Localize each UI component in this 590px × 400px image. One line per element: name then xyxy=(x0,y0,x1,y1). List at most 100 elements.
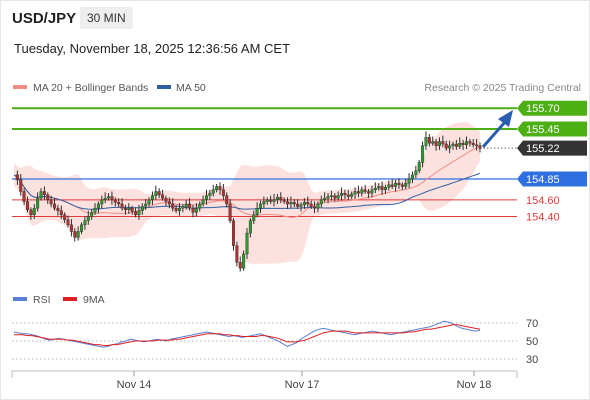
candle xyxy=(83,216,87,230)
x-tick-label: Nov 18 xyxy=(457,379,492,391)
candle xyxy=(177,203,181,216)
candle xyxy=(36,192,40,212)
candle xyxy=(107,193,111,201)
candle-body-down xyxy=(188,203,192,209)
candle-body-down xyxy=(286,201,290,205)
candle-body-up xyxy=(90,212,94,217)
candle-body-up xyxy=(154,191,158,196)
candle xyxy=(15,170,19,185)
candle-body-up xyxy=(103,197,107,201)
chart-header: USD/JPY 30 MIN xyxy=(1,1,589,35)
candle-body-up xyxy=(431,141,435,144)
candle-body-up xyxy=(76,231,80,238)
candle xyxy=(336,191,340,201)
level-tag-text: 154.60 xyxy=(526,195,560,207)
candle-body-down xyxy=(461,142,465,146)
candle-body-down xyxy=(167,201,171,205)
candle-body-up xyxy=(80,224,84,232)
candle xyxy=(161,189,165,201)
candle xyxy=(39,188,43,201)
candle-body-down xyxy=(110,196,114,201)
candle xyxy=(441,135,445,148)
candle xyxy=(329,190,333,201)
candle-body-down xyxy=(19,179,23,192)
candle-body-down xyxy=(475,144,479,147)
candle xyxy=(66,215,70,228)
candle xyxy=(417,159,421,174)
candle xyxy=(255,202,259,218)
candle xyxy=(323,192,327,203)
candle xyxy=(201,195,205,207)
candle xyxy=(113,197,117,207)
candle-body-up xyxy=(323,197,327,201)
candle-body-up xyxy=(215,186,219,191)
candle xyxy=(373,182,377,194)
candle-body-up xyxy=(137,210,141,216)
candle xyxy=(286,197,290,209)
candle xyxy=(434,139,438,151)
candle-body-up xyxy=(39,191,43,199)
candle xyxy=(343,189,347,199)
candle xyxy=(218,182,222,195)
legend-ma50: MA 50 xyxy=(176,82,206,94)
candle-body-up xyxy=(353,191,357,195)
candle-body-down xyxy=(279,197,283,201)
candle-body-down xyxy=(164,197,168,202)
candle-body-down xyxy=(15,174,19,181)
candle-body-up xyxy=(404,182,408,187)
candle xyxy=(248,218,252,238)
level-tag: 155.45 xyxy=(517,121,587,137)
candle-body-down xyxy=(120,203,124,209)
candle-body-up xyxy=(181,206,185,209)
candle-body-down xyxy=(113,199,117,203)
candle xyxy=(390,179,394,189)
candle-body-down xyxy=(390,184,394,187)
candle xyxy=(73,228,77,242)
candle xyxy=(93,203,97,215)
candle xyxy=(400,182,404,190)
level-tag-text: 154.40 xyxy=(526,211,560,223)
candle xyxy=(265,197,269,205)
candle xyxy=(144,198,148,210)
candle xyxy=(120,198,124,211)
candle-body-down xyxy=(296,203,300,207)
candle xyxy=(424,131,428,150)
level-tag-box xyxy=(517,100,587,116)
candle xyxy=(464,136,468,150)
candle xyxy=(130,205,134,215)
candle-body-up xyxy=(262,201,266,205)
candle xyxy=(346,189,350,200)
candle xyxy=(370,185,374,198)
candle xyxy=(367,188,371,199)
candle-body-down xyxy=(441,141,445,145)
rsi-9ma-line xyxy=(14,324,481,346)
candle xyxy=(100,195,104,209)
candle-body-up xyxy=(100,199,104,205)
candle xyxy=(475,139,479,151)
candle xyxy=(383,184,387,194)
candle xyxy=(292,198,296,208)
candle-body-down xyxy=(313,206,317,209)
candle-body-down xyxy=(434,141,438,146)
candle-body-down xyxy=(356,191,360,194)
timeframe-button[interactable]: 30 MIN xyxy=(80,7,133,29)
candle-body-down xyxy=(63,214,67,221)
candle xyxy=(184,199,188,210)
candle xyxy=(137,204,141,220)
candle-body-down xyxy=(468,141,472,144)
candle-body-down xyxy=(454,143,458,147)
candle xyxy=(427,134,431,147)
candle xyxy=(326,193,330,204)
candle-body-up xyxy=(417,162,421,171)
candle xyxy=(242,250,246,271)
candle-body-up xyxy=(211,189,215,194)
candle xyxy=(188,198,192,211)
candle xyxy=(134,207,138,218)
candle-body-down xyxy=(73,231,77,238)
candle xyxy=(46,192,50,204)
candle-body-up xyxy=(245,232,249,255)
candle xyxy=(80,222,84,234)
candle xyxy=(471,139,475,148)
candle xyxy=(198,201,202,212)
candle xyxy=(353,187,357,199)
